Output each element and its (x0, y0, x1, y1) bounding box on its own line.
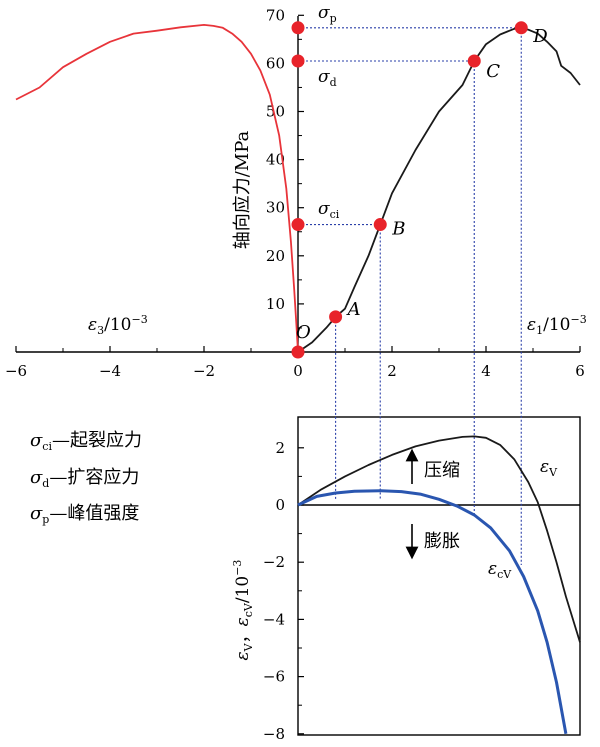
y-tick-label-top: 10 (266, 295, 285, 313)
x-axis-label-left: ε3/10−3 (88, 313, 148, 337)
bottom-axes (297, 416, 581, 736)
legend-sigma-ci: σci—起裂应力 (30, 430, 142, 453)
point-label-C: C (486, 61, 500, 82)
y-tick-label-bottom: −6 (263, 668, 285, 686)
point-label-B: B (391, 219, 405, 240)
dilatancy-label: 膨胀 (424, 531, 460, 552)
y-tick-label-top: 30 (266, 199, 285, 217)
point-marker-D (514, 21, 528, 35)
definition-legend: σci—起裂应力 σd—扩容应力 σp—峰值强度 (30, 430, 142, 526)
point-label-D: D (532, 26, 548, 47)
x-axis-label-right: ε1/10−3 (527, 313, 587, 337)
legend-sigma-p: σp—峰值强度 (30, 503, 139, 526)
series-label-ev: εV (540, 457, 558, 479)
curve-volumetric-0 (297, 435, 581, 643)
x-tick-label-top: −4 (99, 362, 121, 380)
y-tick-label-bottom: 2 (275, 439, 285, 457)
x-tick-label-top: 4 (481, 362, 491, 380)
y-tick-label-bottom: −8 (263, 725, 285, 743)
x-tick-label-top: −6 (5, 362, 27, 380)
bottom-ticks: 2 0 −2 −4 −6 −8 (263, 439, 304, 743)
x-tick-label-top: 2 (387, 362, 397, 380)
guide-lines (298, 27, 522, 565)
curve-lateral (15, 24, 299, 353)
y-axis-label-top: 轴向应力/MPa (232, 130, 253, 249)
y-tick-label-bottom: 0 (275, 496, 285, 514)
curve-volumetric-1 (297, 489, 568, 735)
y-axis-label-bottom: εV，εcV/10−3 (231, 560, 255, 661)
curves (15, 24, 581, 735)
point-markers: O A B C D (291, 21, 548, 359)
compression-label: 压缩 (424, 460, 460, 481)
point-label-A: A (346, 299, 361, 320)
point-marker-B (373, 218, 387, 232)
y-tick-label-top: 50 (266, 103, 285, 121)
y-tick-label-top: 40 (266, 151, 285, 169)
bottom-plot-frame (297, 416, 581, 736)
axis-marker-dot (291, 54, 305, 68)
axis-marker-dot (291, 21, 305, 35)
point-marker-A (329, 310, 343, 324)
x-tick-label-top: 0 (293, 362, 303, 380)
y-tick-label-bottom: −4 (263, 610, 285, 628)
point-label-O: O (296, 322, 311, 343)
axis-marker-dot (291, 218, 305, 232)
sigma-ci-label: σci (318, 199, 340, 221)
legend-sigma-d: σd—扩容应力 (30, 467, 139, 490)
sigma-d-label: σd (318, 67, 337, 89)
x-tick-label-top: −2 (193, 362, 215, 380)
series-label-ecv: εcV (488, 559, 512, 581)
x-tick-label-top: 6 (575, 362, 585, 380)
y-tick-label-bottom: −2 (263, 553, 285, 571)
y-tick-label-top: 70 (266, 6, 285, 24)
point-marker-O (291, 345, 305, 359)
point-marker-C (467, 54, 481, 68)
curve-axial (297, 26, 581, 353)
sigma-p-label: σp (318, 3, 337, 25)
y-tick-label-top: 20 (266, 247, 285, 265)
top-ticks: −6 −4 −2 0 2 4 6 10 20 30 40 50 60 70 (5, 6, 585, 380)
y-tick-label-top: 60 (266, 54, 285, 72)
